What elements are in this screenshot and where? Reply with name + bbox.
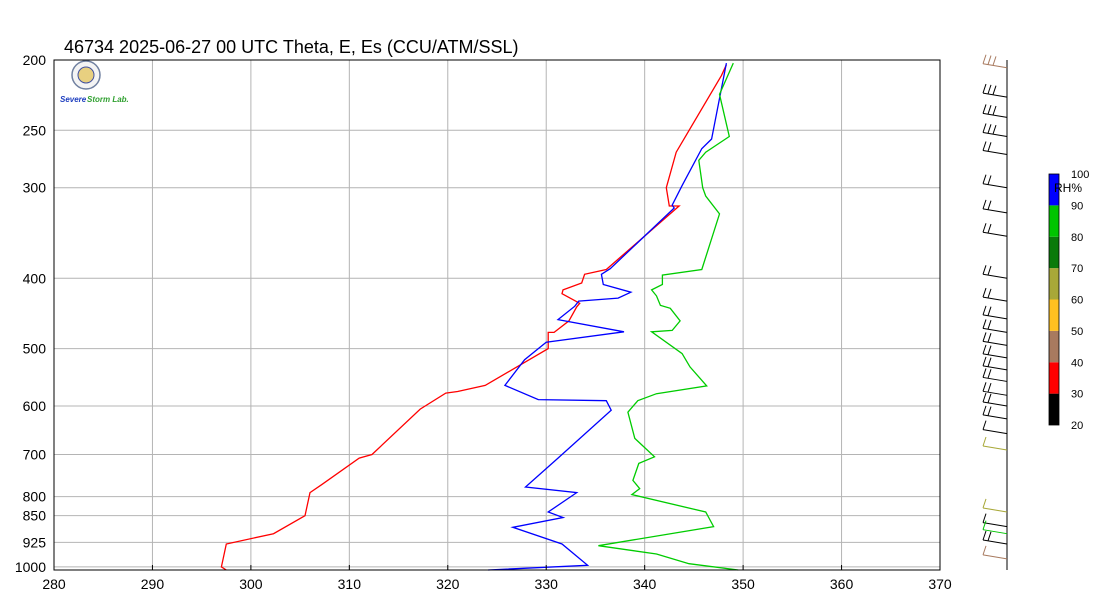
colorbar-tick-label: 70 — [1071, 263, 1083, 275]
x-tick-label: 300 — [239, 576, 263, 592]
wind-barb — [982, 174, 1008, 189]
svg-text:Storm Lab.: Storm Lab. — [87, 95, 129, 104]
x-tick-label: 350 — [731, 576, 755, 592]
wind-barb — [982, 405, 1008, 420]
colorbar-label: RH% — [1054, 181, 1082, 195]
wind-barb — [982, 123, 1008, 138]
wind-barb — [982, 356, 1008, 371]
wind-barb — [982, 436, 1008, 451]
y-axis-ticks: 200 250 300 400 500 600 700 800 850 925 1000 — [15, 52, 46, 575]
x-tick-label: 290 — [141, 576, 165, 592]
wind-barb — [982, 199, 1008, 214]
colorbar-segment — [1049, 174, 1059, 206]
x-axis-ticks: 280 290 300 310 320 330 340 350 360 370 — [42, 565, 952, 592]
y-tick-label: 600 — [23, 398, 47, 414]
wind-barb — [982, 54, 1008, 69]
y-tick-label: 850 — [23, 508, 47, 524]
x-tick-label: 280 — [42, 576, 66, 592]
y-tick-label: 400 — [23, 270, 47, 286]
colorbar-frame — [1048, 173, 1060, 426]
data-series — [220, 62, 739, 571]
x-tick-label: 370 — [928, 576, 952, 592]
y-tick-label: 300 — [23, 180, 47, 196]
colorbar-tick-label: 30 — [1071, 389, 1083, 401]
wind-barb — [982, 545, 1008, 560]
wind-barb — [982, 83, 1008, 98]
y-tick-label: 800 — [23, 489, 47, 505]
wind-barb — [982, 513, 1008, 528]
wind-barb — [982, 265, 1008, 279]
x-tick-label: 310 — [338, 576, 362, 592]
chart-title: 46734 2025-06-27 00 UTC Theta, E, Es (CC… — [64, 37, 519, 57]
wind-barb — [982, 382, 1008, 396]
wind-barb — [982, 498, 1008, 513]
y-tick-label: 1000 — [15, 559, 46, 575]
wind-barb — [982, 141, 1008, 156]
wind-barb — [982, 520, 1008, 535]
wind-barb-profile — [982, 54, 1008, 570]
colorbar-segment — [1049, 205, 1059, 237]
colorbar-tick-label: 90 — [1071, 200, 1083, 212]
x-tick-label: 360 — [830, 576, 854, 592]
severe-storm-lab-logo: Severe Storm Lab. — [60, 60, 129, 104]
wind-barb — [982, 332, 1008, 346]
wind-barb — [982, 223, 1008, 237]
wind-barb — [982, 420, 1008, 435]
colorbar-tick-label: 60 — [1071, 295, 1083, 307]
colorbar-segment — [1049, 236, 1059, 269]
y-tick-label: 700 — [23, 447, 47, 463]
wind-barb — [982, 344, 1008, 359]
series-line-2 — [488, 62, 728, 571]
wind-barb — [982, 319, 1008, 333]
y-tick-label: 250 — [23, 122, 47, 138]
colorbar-tick-label: 20 — [1071, 420, 1083, 432]
colorbar-segment — [1049, 393, 1059, 425]
svg-text:Severe: Severe — [60, 95, 87, 104]
series-line-3 — [598, 62, 739, 571]
wind-barb — [982, 104, 1008, 118]
x-tick-label: 330 — [535, 576, 559, 592]
wind-barb — [982, 530, 1008, 545]
y-tick-label: 925 — [23, 534, 47, 550]
colorbar-segment — [1049, 299, 1059, 331]
plot-frame — [53, 59, 941, 571]
wind-barb — [982, 287, 1008, 302]
wind-barb — [982, 305, 1008, 320]
series-line-1 — [220, 64, 727, 571]
x-tick-label: 320 — [436, 576, 460, 592]
y-tick-label: 500 — [23, 341, 47, 357]
rh-colorbar: 20 30 40 50 60 70 80 90 100 — [1048, 169, 1089, 432]
grid-lines — [54, 59, 940, 570]
wind-barb — [982, 368, 1008, 382]
colorbar-tick-label: 100 — [1071, 169, 1089, 181]
colorbar-tick-label: 40 — [1071, 357, 1083, 369]
colorbar-segment — [1049, 362, 1059, 394]
wind-barb — [982, 392, 1008, 407]
colorbar-tick-label: 50 — [1071, 326, 1083, 338]
colorbar-segment — [1049, 330, 1059, 363]
colorbar-tick-label: 80 — [1071, 232, 1083, 244]
y-tick-label: 200 — [23, 52, 47, 68]
colorbar-segment — [1049, 268, 1059, 300]
x-tick-label: 340 — [633, 576, 657, 592]
